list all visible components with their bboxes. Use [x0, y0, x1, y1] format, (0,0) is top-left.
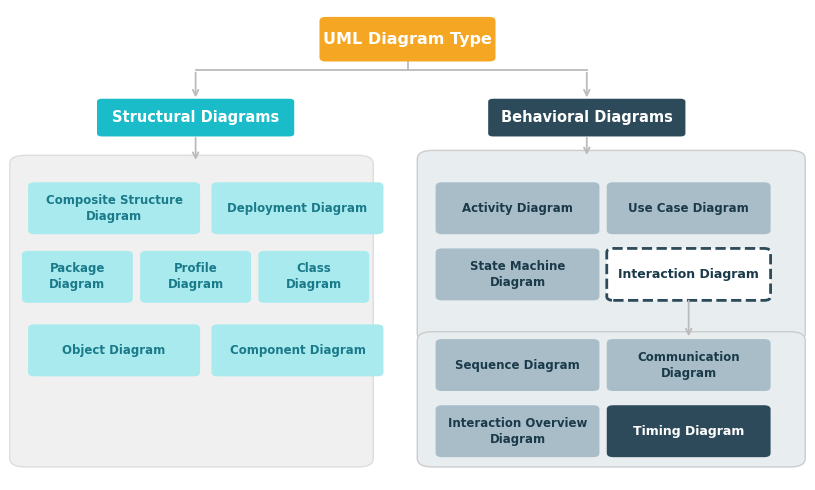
Text: Package
Diagram: Package Diagram [50, 262, 105, 292]
FancyBboxPatch shape [211, 182, 384, 234]
FancyBboxPatch shape [10, 155, 373, 467]
Text: Interaction Overview
Diagram: Interaction Overview Diagram [447, 416, 588, 446]
Text: Object Diagram: Object Diagram [63, 344, 165, 357]
FancyBboxPatch shape [417, 332, 805, 467]
Text: Structural Diagrams: Structural Diagrams [112, 110, 280, 125]
FancyBboxPatch shape [211, 324, 384, 376]
FancyBboxPatch shape [97, 99, 294, 136]
FancyBboxPatch shape [29, 182, 200, 234]
FancyBboxPatch shape [417, 150, 805, 342]
Text: Timing Diagram: Timing Diagram [633, 425, 744, 438]
FancyBboxPatch shape [436, 405, 600, 457]
FancyBboxPatch shape [606, 405, 771, 457]
Text: Component Diagram: Component Diagram [230, 344, 365, 357]
FancyBboxPatch shape [488, 99, 685, 136]
Text: State Machine
Diagram: State Machine Diagram [469, 260, 566, 289]
Text: Behavioral Diagrams: Behavioral Diagrams [501, 110, 672, 125]
Text: Deployment Diagram: Deployment Diagram [227, 202, 368, 215]
Text: Activity Diagram: Activity Diagram [462, 202, 573, 215]
Text: Class
Diagram: Class Diagram [286, 262, 341, 292]
FancyBboxPatch shape [140, 251, 251, 303]
Text: Use Case Diagram: Use Case Diagram [628, 202, 749, 215]
FancyBboxPatch shape [22, 251, 133, 303]
Text: Interaction Diagram: Interaction Diagram [619, 268, 759, 281]
FancyBboxPatch shape [436, 339, 600, 391]
FancyBboxPatch shape [606, 182, 771, 234]
FancyBboxPatch shape [29, 324, 200, 376]
Text: Communication
Diagram: Communication Diagram [637, 350, 740, 380]
FancyBboxPatch shape [606, 248, 771, 300]
FancyBboxPatch shape [436, 182, 600, 234]
Text: Sequence Diagram: Sequence Diagram [455, 359, 580, 371]
FancyBboxPatch shape [606, 339, 771, 391]
Text: Composite Structure
Diagram: Composite Structure Diagram [46, 194, 183, 223]
FancyBboxPatch shape [436, 248, 600, 300]
FancyBboxPatch shape [319, 17, 496, 61]
FancyBboxPatch shape [258, 251, 369, 303]
Text: Profile
Diagram: Profile Diagram [168, 262, 223, 292]
Text: UML Diagram Type: UML Diagram Type [323, 32, 492, 47]
